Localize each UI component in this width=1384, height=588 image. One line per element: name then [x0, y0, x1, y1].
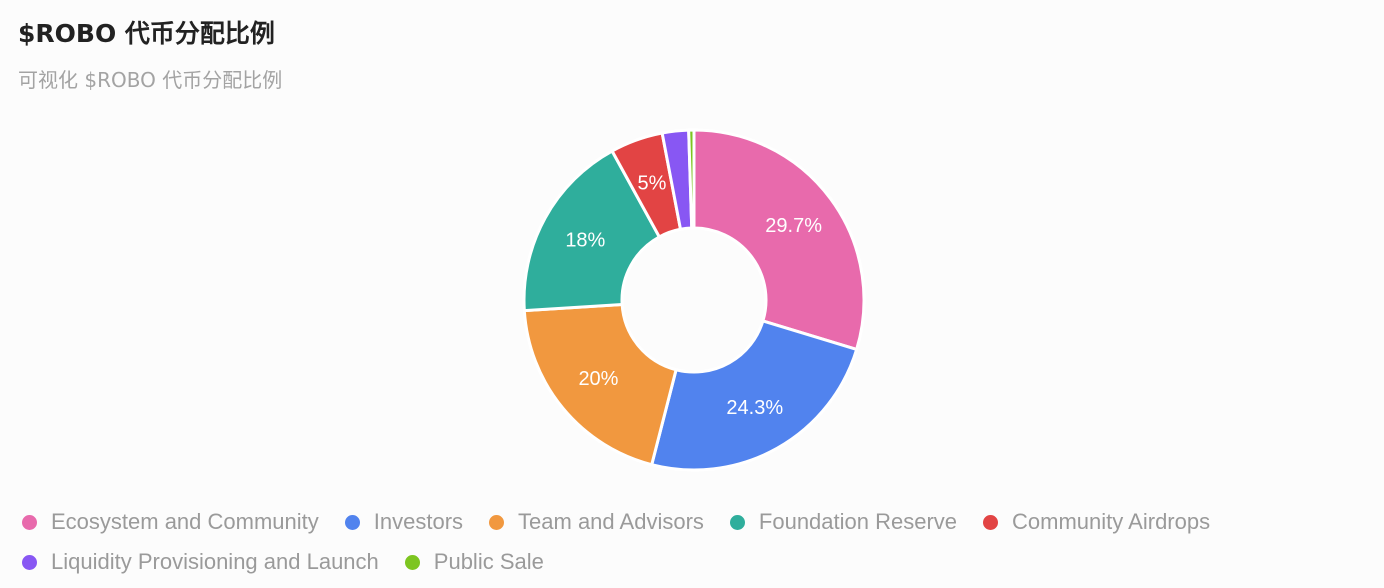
slice-label-foundation-reserve: 18% — [565, 229, 605, 251]
slice-label-team-and-advisors: 20% — [578, 368, 618, 390]
legend-dot-icon — [22, 514, 37, 530]
legend-dot-icon — [983, 514, 999, 530]
legend-item-liquidity-provisioning-and-launch[interactable]: Liquidity Provisioning and Launch — [22, 548, 379, 576]
legend-dot-icon — [489, 514, 505, 530]
legend-item-team-and-advisors[interactable]: Team and Advisors — [489, 508, 704, 536]
chart-legend: Ecosystem and Community Investors Team and… — [22, 508, 1362, 576]
legend-item-community-airdrops[interactable]: Community Airdrops — [983, 508, 1210, 536]
slice-label-investors: 24.3% — [726, 397, 783, 419]
slice-investors[interactable] — [650, 319, 859, 472]
legend-label: Liquidity Provisioning and Launch — [51, 549, 379, 574]
legend-label: Ecosystem and Community — [51, 509, 319, 534]
legend-dot-icon — [404, 554, 420, 570]
legend-item-investors[interactable]: Investors — [344, 508, 464, 536]
slice-labels: 29.7% 24.3% 20% 18% 5% — [565, 172, 822, 419]
slice-ecosystem-and-community[interactable] — [692, 128, 866, 351]
legend-label: Foundation Reserve — [758, 509, 958, 534]
legend-item-foundation-reserve[interactable]: Foundation Reserve — [729, 508, 958, 536]
legend-label: Public Sale — [433, 549, 544, 574]
legend-dot-icon — [22, 554, 37, 570]
chart-title: $ROBO 代币分配比例 — [18, 19, 275, 48]
slice-team-and-advisors[interactable] — [522, 303, 678, 467]
legend-item-public-sale[interactable]: Public Sale — [404, 548, 544, 576]
legend-item-ecosystem-and-community[interactable]: Ecosystem and Community — [22, 508, 319, 536]
slice-foundation-reserve[interactable] — [522, 149, 661, 313]
legend-label: Investors — [373, 509, 464, 534]
slice-public-sale[interactable] — [687, 128, 696, 230]
legend-dot-icon — [729, 514, 745, 530]
slice-label-community-airdrops: 5% — [638, 172, 667, 194]
legend-dot-icon — [344, 514, 360, 530]
donut-slices — [522, 128, 866, 472]
legend-label: Team and Advisors — [518, 509, 704, 534]
chart-subtitle: 可视化 $ROBO 代币分配比例 — [18, 68, 283, 92]
legend-label: Community Airdrops — [1012, 509, 1211, 534]
slice-label-ecosystem-and-community: 29.7% — [765, 215, 822, 237]
